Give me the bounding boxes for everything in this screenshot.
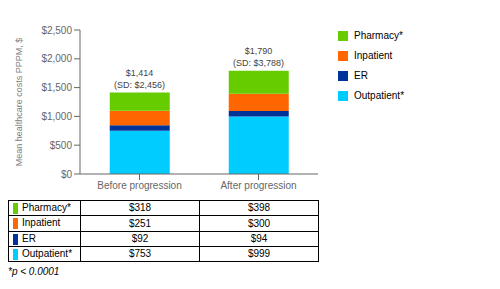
html-text:$999: $999: [247, 248, 271, 260]
svg-text:$1,790(SD: $3,788): $1,790(SD: $3,788): [233, 46, 284, 68]
html-text:$92: $92: [131, 232, 149, 244]
html-text:$398: $398: [247, 202, 271, 214]
svg-text:After progression: After progression: [220, 180, 296, 191]
html-text:$94: $94: [250, 232, 268, 244]
svg-text:$1,500: $1,500: [41, 82, 72, 93]
html-text:$251: $251: [128, 217, 152, 229]
svg-text:Mean healthcare costs PPPM, $: Mean healthcare costs PPPM, $: [14, 38, 24, 167]
svg-text:$2,000: $2,000: [41, 53, 72, 64]
svg-text:$0: $0: [61, 169, 73, 180]
html-text:Outpatient*: Outpatient*: [22, 248, 72, 260]
html-text:$318: $318: [128, 202, 152, 214]
html-text:Pharmacy*: Pharmacy*: [22, 202, 71, 214]
svg-text:$2,500: $2,500: [41, 25, 72, 36]
html-text:Outpatient*: Outpatient*: [354, 90, 404, 101]
html-text:$300: $300: [247, 217, 271, 229]
html-text:Pharmacy*: Pharmacy*: [354, 30, 403, 41]
html-text:*p < 0.0001: *p < 0.0001: [8, 266, 60, 277]
svg-text:$1,414(SD: $2,456): $1,414(SD: $2,456): [114, 68, 165, 90]
html-text:Inpatient: Inpatient: [22, 217, 61, 229]
html-text:$753: $753: [128, 248, 152, 260]
svg-text:$1,000: $1,000: [41, 111, 72, 122]
html-text:ER: ER: [22, 233, 36, 245]
html-text:Inpatient: Inpatient: [354, 50, 393, 61]
svg-text:Before progression: Before progression: [97, 180, 182, 191]
html-text:ER: ER: [354, 70, 368, 81]
svg-text:$500: $500: [50, 140, 73, 151]
